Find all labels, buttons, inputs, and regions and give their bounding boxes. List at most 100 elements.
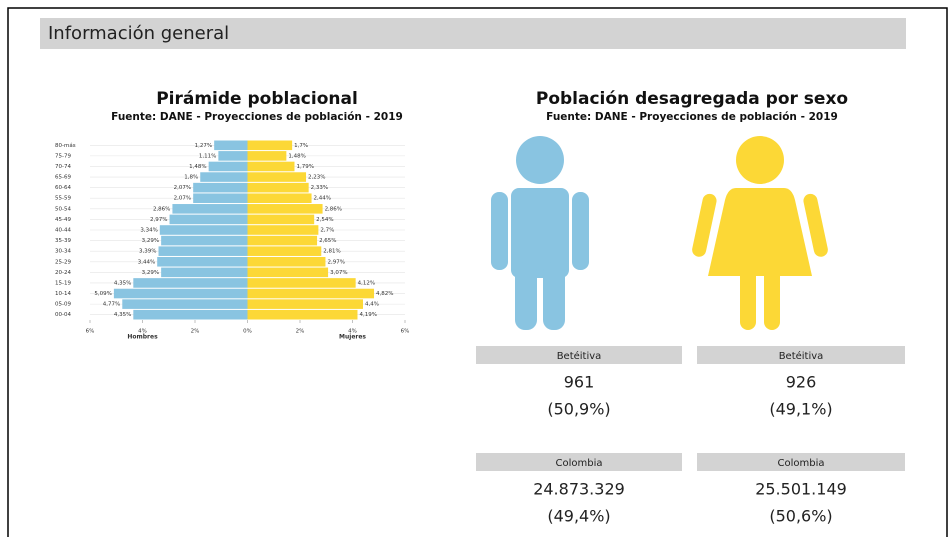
label-box	[697, 453, 905, 471]
bar-label: 3,34%	[140, 228, 157, 234]
bar	[161, 267, 248, 278]
population: 926	[786, 373, 817, 392]
bar	[247, 193, 312, 204]
percentage: (50,6%)	[769, 507, 832, 526]
bar-label: 2,07%	[174, 185, 191, 191]
bar	[247, 288, 375, 299]
bar	[133, 309, 248, 320]
bar	[218, 151, 248, 161]
x-tick-label: 2%	[296, 329, 305, 335]
bar	[247, 309, 358, 320]
population: 961	[564, 373, 595, 392]
y-tick-label: 50-54	[55, 206, 71, 212]
population: 24.873.329	[533, 480, 625, 499]
bar	[200, 172, 248, 182]
panel-title: Población desagregada por sexo	[536, 89, 848, 109]
y-tick-label: 60-64	[55, 185, 71, 191]
bar	[247, 214, 315, 225]
bar-label: 3,44%	[138, 259, 155, 265]
y-tick-label: 10-14	[55, 291, 71, 297]
man-icon	[491, 136, 589, 330]
y-tick-label: 25-29	[55, 259, 71, 265]
bar	[158, 246, 248, 256]
bar	[172, 204, 248, 214]
y-tick-label: 20-24	[55, 270, 71, 276]
x-tick-label: 6%	[401, 329, 410, 335]
bar	[247, 151, 287, 161]
header-title: Información general	[48, 23, 229, 44]
bar-label: 2,7%	[320, 228, 334, 234]
bar-label: 2,23%	[308, 175, 325, 181]
panel-subtitle: Fuente: DANE - Proyecciones de población…	[546, 111, 838, 123]
bar-label: 3,29%	[142, 270, 159, 276]
bar-label: 4,4%	[365, 302, 379, 308]
bar-label: 4,35%	[114, 312, 131, 318]
region-label: Colombia	[556, 458, 603, 469]
bar-label: 2,97%	[150, 217, 167, 223]
bar-label: 2,65%	[319, 238, 336, 244]
y-tick-label: 05-09	[55, 302, 71, 308]
bar-label: 4,82%	[376, 291, 393, 297]
bar-label: 2,81%	[323, 249, 340, 255]
bar	[247, 161, 295, 172]
region-label: Colombia	[778, 458, 825, 469]
bar	[247, 182, 309, 193]
region-label: Betéitiva	[557, 350, 602, 362]
x-tick-label: 4%	[138, 329, 147, 335]
x-tick-label: 2%	[191, 329, 200, 335]
percentage: (50,9%)	[547, 400, 610, 419]
y-tick-label: 65-69	[55, 175, 71, 181]
bar-label: 4,77%	[103, 302, 120, 308]
bar	[247, 278, 356, 288]
bar-label: 2,33%	[311, 185, 328, 191]
legend-label: Mujeres	[339, 334, 366, 341]
bar	[247, 299, 363, 309]
chart-subtitle: Fuente: DANE - Proyecciones de población…	[111, 111, 403, 123]
bar-label: 2,54%	[316, 217, 333, 223]
bar-label: 1,27%	[195, 143, 212, 149]
y-tick-label: 45-49	[55, 217, 71, 223]
x-tick-label: 6%	[86, 329, 95, 335]
bar	[159, 225, 248, 235]
y-tick-label: 75-79	[55, 153, 71, 159]
bar-label: 1,8%	[184, 175, 198, 181]
header-bar	[40, 18, 906, 49]
bar	[247, 267, 329, 278]
y-tick-label: 55-59	[55, 196, 71, 202]
y-tick-label: 40-44	[55, 228, 71, 234]
bar-label: 5,09%	[94, 291, 111, 297]
y-tick-label: 35-39	[55, 238, 71, 244]
bar	[161, 235, 248, 246]
y-tick-label: 30-34	[55, 249, 71, 255]
bar	[247, 140, 293, 151]
bar-label: 1,7%	[294, 143, 308, 149]
bar	[113, 288, 248, 299]
population: 25.501.149	[755, 480, 847, 499]
bar	[214, 140, 248, 151]
bar-label: 1,79%	[296, 164, 313, 170]
bar	[247, 204, 323, 214]
bar	[133, 278, 248, 288]
bar-label: 4,12%	[358, 280, 375, 286]
x-tick-label: 4%	[348, 329, 357, 335]
bar-label: 4,35%	[114, 280, 131, 286]
bar	[193, 182, 248, 193]
bar-label: 2,07%	[174, 196, 191, 202]
y-tick-label: 00-04	[55, 312, 71, 318]
bar-label: 1,48%	[288, 153, 305, 159]
bar-label: 3,39%	[139, 249, 156, 255]
legend-label: Hombres	[127, 334, 158, 341]
label-box	[476, 453, 682, 471]
bar-label: 2,86%	[325, 206, 342, 212]
bar	[247, 225, 319, 235]
bar-label: 2,97%	[327, 259, 344, 265]
bar	[193, 193, 248, 204]
bar	[169, 214, 248, 225]
bar	[247, 256, 326, 267]
bar	[122, 299, 248, 309]
bar-label: 4,19%	[359, 312, 376, 318]
percentage: (49,1%)	[769, 400, 832, 419]
bar-label: 3,29%	[142, 238, 159, 244]
